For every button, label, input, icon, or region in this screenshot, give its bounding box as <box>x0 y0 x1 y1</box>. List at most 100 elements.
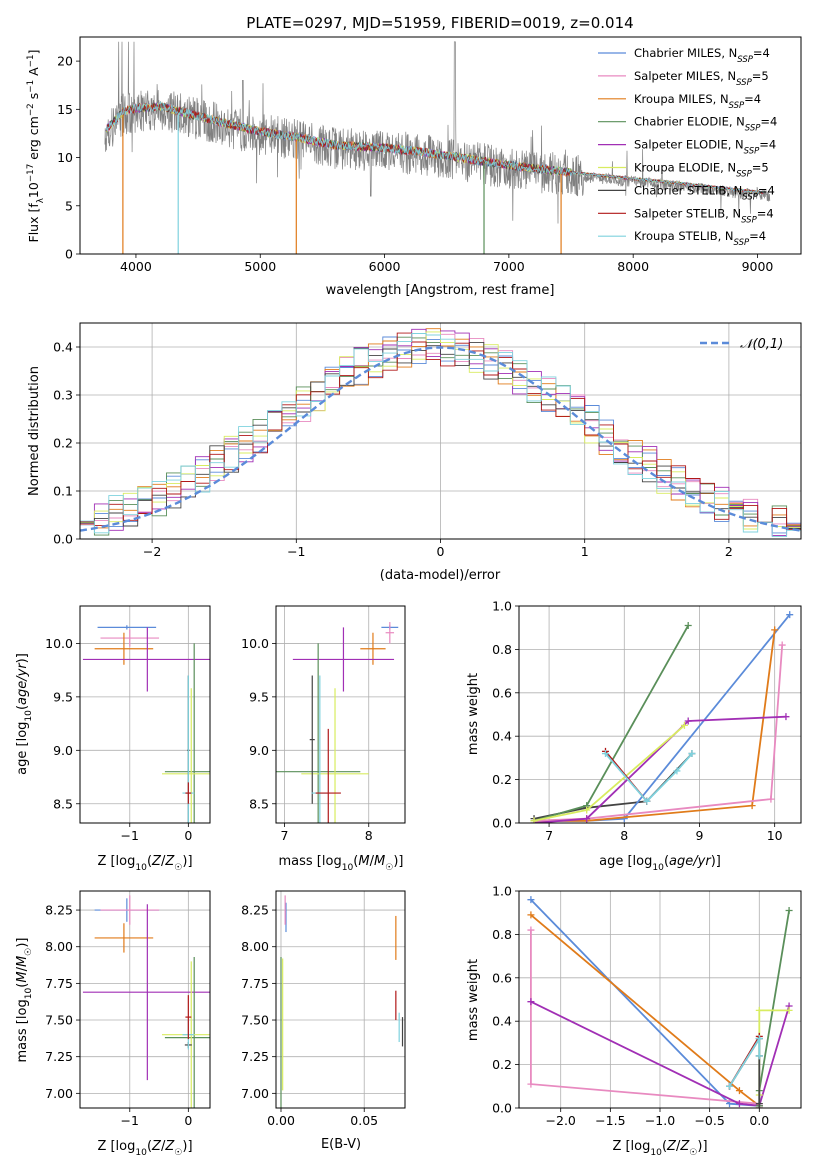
y-tick-label: 8.00 <box>241 939 269 954</box>
x-tick-label: 0.00 <box>267 1113 295 1128</box>
legend-label: Kroupa MILES, NSSP=4 <box>634 92 761 111</box>
errorbar-salpeter-elodie <box>82 904 210 1081</box>
y-tick-label: 10 <box>57 150 73 165</box>
weight-series-kroupa-miles <box>527 911 763 1108</box>
y-tick-label: 0.8 <box>492 642 512 657</box>
weight-series-chabrier-stelib <box>726 1035 763 1108</box>
chart-title: PLATE=0297, MJD=51959, FIBERID=0019, z=0… <box>246 14 633 32</box>
y-tick-label: 0.4 <box>53 340 73 355</box>
y-tick-label: 0.0 <box>492 1101 512 1116</box>
y-tick-label: 10.0 <box>45 636 73 651</box>
weight-series-salpeter-miles <box>530 641 786 823</box>
axes-frame <box>79 36 802 255</box>
y-tick-label: 0.2 <box>53 436 73 451</box>
y-tick-label: 0.4 <box>492 729 512 744</box>
errorbar-salpeter-miles <box>100 629 160 647</box>
weight-line <box>728 1035 761 1087</box>
weight-line <box>533 645 784 822</box>
chart-residuals: −2 −1 0 1 2 0.0 0.1 0.2 0.3 0.4 𝒩(0,1) (data-model)… <box>27 322 802 583</box>
x-tick-label: 5000 <box>244 259 276 274</box>
plot-area <box>276 622 399 823</box>
plot-area <box>82 625 210 823</box>
errorbar-salpeter-elodie <box>292 627 395 692</box>
weight-point <box>583 806 591 814</box>
weight-series-chabrier-elodie <box>755 907 793 1108</box>
y-tick-label: 15 <box>57 102 73 117</box>
x-tick-label: 7 <box>280 828 288 843</box>
x-tick-label: 7000 <box>493 259 525 274</box>
weight-series-kroupa-elodie <box>755 1006 793 1099</box>
plot-area <box>280 895 404 1108</box>
weight-line <box>604 753 693 803</box>
errorbar-chabrier-elodie <box>164 956 210 1108</box>
legend-label: Chabrier MILES, NSSP=4 <box>634 46 770 65</box>
axes-frame <box>275 890 406 1109</box>
weight-series-kroupa-stelib <box>726 1035 763 1090</box>
weight-point <box>527 896 535 904</box>
y-tick-label: 1.0 <box>492 884 512 899</box>
x-axis-label: (data-model)/error <box>380 568 501 583</box>
y-tick-label: 7.50 <box>241 1013 269 1028</box>
x-tick-label: −1.0 <box>645 1113 675 1128</box>
weight-point <box>767 795 775 803</box>
weight-series-kroupa-elodie <box>530 721 688 823</box>
x-tick-label: 7 <box>545 828 553 843</box>
weight-series-salpeter-miles <box>527 926 763 1108</box>
weight-series-salpeter-elodie <box>530 713 790 823</box>
histogram-salpeter-elodie <box>80 328 801 536</box>
errorbar-salpeter-stelib <box>185 782 192 804</box>
legend-label: Chabrier STELIB, NSSP=4 <box>634 183 775 202</box>
x-tick-label: 0 <box>437 544 445 559</box>
axes-frame <box>79 605 211 824</box>
x-tick-label: 8 <box>620 828 628 843</box>
legend-label: Kroupa ELODIE, NSSP=5 <box>634 161 769 180</box>
weight-point <box>673 767 681 775</box>
weight-series-kroupa-stelib <box>601 750 696 805</box>
weight-line <box>533 715 787 823</box>
x-tick-label: 8000 <box>617 259 649 274</box>
weight-point <box>583 815 591 823</box>
weight-point <box>755 1006 763 1014</box>
weight-point <box>785 907 793 915</box>
weight-point <box>778 641 786 649</box>
y-tick-label: 0 <box>65 247 73 262</box>
legend-label: Chabrier ELODIE, NSSP=4 <box>634 115 777 134</box>
y-tick-label: 0.3 <box>53 388 73 403</box>
chart-spectrum: 4000 5000 6000 7000 8000 9000 0 5 10 15 20 PLATE=02… <box>26 14 802 298</box>
x-axis-label: age [log10(age/yr)] <box>599 854 721 873</box>
weight-point <box>688 750 696 758</box>
legend: Chabrier MILES, NSSP=4 Salpeter MILES, NS… <box>598 46 777 248</box>
errorbar-kroupa-elodie <box>301 688 369 823</box>
weight-point <box>684 717 692 725</box>
x-tick-label: 0.05 <box>350 1113 378 1128</box>
y-tick-label: 7.25 <box>45 1049 73 1064</box>
chart-age-weight: 7 8 9 10 0.0 0.2 0.4 0.6 0.8 1.0 age [log10(age/yr… <box>466 599 802 873</box>
y-tick-label: 8.25 <box>45 903 73 918</box>
y-axis-label: Normed distribution <box>27 366 42 496</box>
weight-point <box>726 1082 734 1090</box>
weight-line <box>533 625 689 822</box>
y-tick-label: 9.0 <box>249 743 269 758</box>
weight-line <box>530 1000 790 1107</box>
errorbar-salpeter-stelib <box>315 728 341 823</box>
y-axis-label: mass [log10(M/M☉)] <box>15 938 34 1063</box>
y-tick-label: 7.50 <box>45 1013 73 1028</box>
plot-area <box>527 896 793 1108</box>
weight-point <box>527 911 535 919</box>
weight-point <box>643 797 651 805</box>
chart-z-mass: −1 0 7.00 7.25 7.50 7.75 8.00 8.25 Z [log10(Z/Z☉… <box>15 890 211 1158</box>
y-tick-label: 0.6 <box>492 685 512 700</box>
y-tick-label: 7.75 <box>45 976 73 991</box>
errorbar-salpeter-stelib <box>185 995 192 1040</box>
y-tick-label: 1.0 <box>492 599 512 614</box>
y-tick-label: 0.1 <box>53 484 73 499</box>
y-axis-label: mass weight <box>466 959 481 1041</box>
legend-label: Salpeter STELIB, NSSP=4 <box>634 206 774 225</box>
y-axis-label: mass weight <box>466 673 481 755</box>
y-tick-label: 0.2 <box>492 772 512 787</box>
legend-label: 𝒩(0,1) <box>740 337 783 352</box>
y-tick-label: 20 <box>57 54 73 69</box>
x-tick-label: −1 <box>121 828 139 843</box>
errorbar-chabrier-miles <box>97 625 157 630</box>
x-axis-label: E(B-V) <box>321 1137 361 1152</box>
